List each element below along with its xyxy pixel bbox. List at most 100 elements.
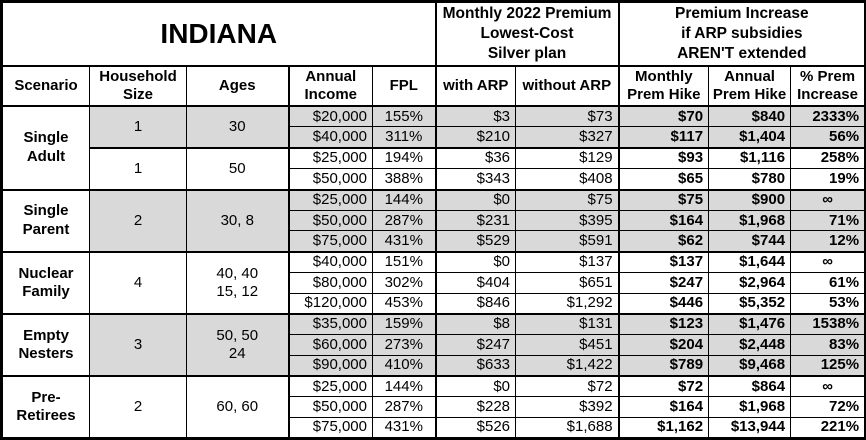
monthly-hike-cell: $1,162 <box>617 416 710 440</box>
without-arp-cell: $75 <box>515 188 620 211</box>
monthly-hike-cell: $70 <box>617 105 710 128</box>
annual-hike-cell: $864 <box>708 375 792 398</box>
fpl-cell: 159% <box>371 312 437 336</box>
monthly-hike-cell: $62 <box>617 230 710 253</box>
pct-increase-cell: 258% <box>790 146 866 170</box>
col-header-annual-income: Annual Income <box>287 65 373 107</box>
without-arp-cell: $1,688 <box>515 416 620 440</box>
annual-hike-cell: $2,964 <box>708 272 792 294</box>
table-row: $90,000 410% $633 $1,422 $789 $9,468 125… <box>2 354 866 377</box>
annual-income-cell: $35,000 <box>287 312 373 336</box>
without-arp-cell: $591 <box>515 230 620 253</box>
fpl-cell: 287% <box>371 209 437 232</box>
monthly-hike-cell: $204 <box>617 334 710 356</box>
with-arp-cell: $0 <box>434 250 517 274</box>
table-row: Empty Nesters 3 50, 50 24 $35,000 159% $… <box>1 312 866 377</box>
pct-increase-cell: 19% <box>790 168 866 191</box>
fpl-cell: 453% <box>371 292 437 315</box>
pct-increase-cell: ∞ <box>790 188 866 211</box>
fpl-cell: 311% <box>371 126 437 149</box>
table-row: Pre- Retirees 2 60, 60 $25,000 144% $0 $… <box>1 375 866 440</box>
annual-income-cell: $60,000 <box>287 334 373 356</box>
without-arp-cell: $1,422 <box>515 354 620 377</box>
household-size-cell: 4 <box>89 250 187 315</box>
scenario-cell: Empty Nesters <box>1 312 90 377</box>
household-size-cell: 2 <box>89 375 187 440</box>
table-row: $50,000 388% $343 $408 $65 $780 19% <box>2 168 866 191</box>
without-arp-cell: $651 <box>515 272 620 294</box>
annual-hike-cell: $2,448 <box>708 334 792 356</box>
annual-income-cell: $25,000 <box>287 146 373 170</box>
scenario-cell: Single Parent <box>1 188 90 253</box>
with-arp-cell: $846 <box>434 292 517 315</box>
pct-increase-cell: 72% <box>790 396 866 418</box>
scenario-cell: Nuclear Family <box>1 250 90 315</box>
monthly-hike-cell: $117 <box>617 126 710 149</box>
pct-increase-cell: 83% <box>790 334 866 356</box>
annual-hike-cell: $1,968 <box>708 396 792 418</box>
annual-hike-cell: $744 <box>708 230 792 253</box>
col-header-without-arp: without ARP <box>515 65 620 107</box>
annual-income-cell: $90,000 <box>287 354 373 377</box>
pct-increase-cell: 56% <box>790 126 866 149</box>
annual-income-cell: $50,000 <box>287 209 373 232</box>
col-header-with-arp: with ARP <box>434 65 517 107</box>
household-size-cell: 1 <box>89 105 187 149</box>
monthly-hike-cell: $123 <box>617 312 710 336</box>
with-arp-cell: $529 <box>434 230 517 253</box>
col-header-pct-increase: % Prem Increase <box>790 65 866 107</box>
pct-increase-cell: 125% <box>790 354 866 377</box>
with-arp-cell: $343 <box>434 168 517 191</box>
annual-hike-cell: $1,644 <box>708 250 792 274</box>
ages-cell: 50, 50 24 <box>186 312 289 377</box>
ages-cell: 30, 8 <box>186 188 289 253</box>
col-header-household-size: Household Size <box>89 65 187 107</box>
with-arp-cell: $36 <box>434 146 517 170</box>
fpl-cell: 273% <box>371 334 437 356</box>
without-arp-cell: $131 <box>515 312 620 336</box>
pct-increase-cell: 221% <box>790 416 866 440</box>
pct-increase-cell: 12% <box>790 230 866 253</box>
monthly-hike-cell: $137 <box>617 250 710 274</box>
pct-increase-cell: 1538% <box>790 312 866 336</box>
ages-cell: 50 <box>186 146 289 191</box>
fpl-cell: 144% <box>371 375 437 398</box>
monthly-hike-cell: $446 <box>617 292 710 315</box>
annual-income-cell: $50,000 <box>287 168 373 191</box>
fpl-cell: 410% <box>371 354 437 377</box>
with-arp-cell: $0 <box>434 375 517 398</box>
annual-income-cell: $40,000 <box>287 250 373 274</box>
page-title: INDIANA <box>0 1 437 67</box>
annual-hike-cell: $1,116 <box>708 146 792 170</box>
col-header-fpl: FPL <box>371 65 437 107</box>
annual-income-cell: $40,000 <box>287 126 373 149</box>
fpl-cell: 431% <box>371 230 437 253</box>
household-size-cell: 3 <box>89 312 187 377</box>
table-row: 1 50 $25,000 194% $36 $129 $93 $1,116 25… <box>2 146 866 191</box>
fpl-cell: 302% <box>371 272 437 294</box>
annual-income-cell: $80,000 <box>287 272 373 294</box>
with-arp-cell: $633 <box>434 354 517 377</box>
monthly-hike-cell: $75 <box>617 188 710 211</box>
monthly-hike-cell: $164 <box>617 209 710 232</box>
annual-income-cell: $75,000 <box>287 416 373 440</box>
pct-increase-cell: 61% <box>790 272 866 294</box>
col-header-scenario: Scenario <box>1 65 90 107</box>
annual-hike-cell: $900 <box>708 188 792 211</box>
with-arp-cell: $526 <box>434 416 517 440</box>
pct-increase-cell: ∞ <box>790 375 866 398</box>
ages-cell: 40, 40 15, 12 <box>186 250 289 315</box>
table-row: $80,000 302% $404 $651 $247 $2,964 61% <box>2 272 866 294</box>
annual-income-cell: $25,000 <box>287 188 373 211</box>
without-arp-cell: $408 <box>515 168 620 191</box>
with-arp-cell: $404 <box>434 272 517 294</box>
annual-income-cell: $75,000 <box>287 230 373 253</box>
table-row: $40,000 311% $210 $327 $117 $1,404 56% <box>2 126 866 149</box>
table-row: $50,000 287% $231 $395 $164 $1,968 71% <box>2 209 866 232</box>
annual-income-cell: $120,000 <box>287 292 373 315</box>
column-header-row: Scenario Household Size Ages Annual Inco… <box>1 65 866 107</box>
monthly-hike-cell: $72 <box>617 375 710 398</box>
annual-hike-cell: $1,968 <box>708 209 792 232</box>
fpl-cell: 151% <box>371 250 437 274</box>
